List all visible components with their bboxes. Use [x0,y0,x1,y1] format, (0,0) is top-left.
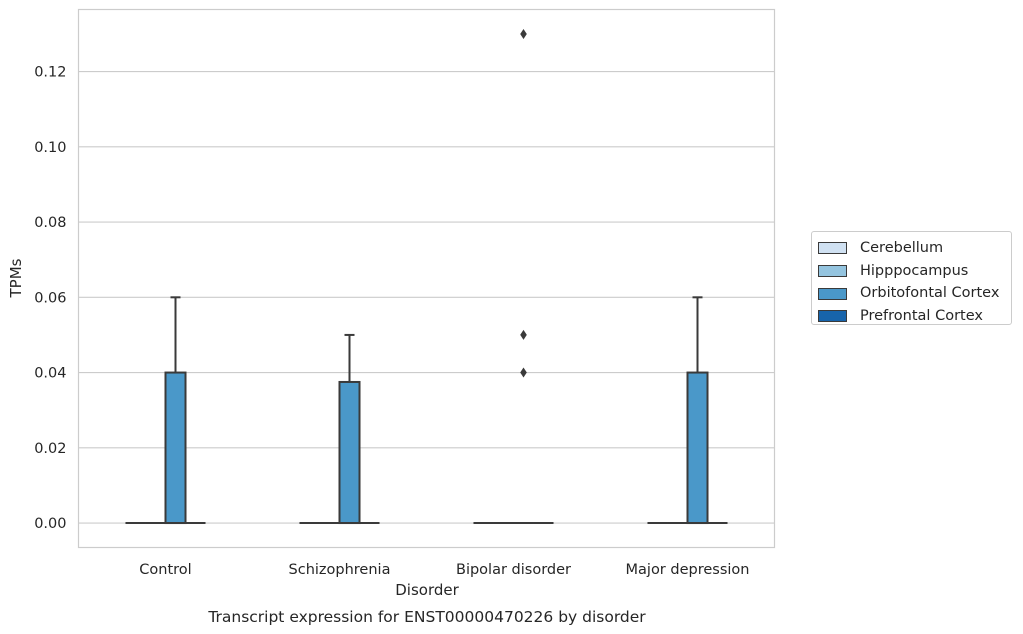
outlier-point [520,367,527,378]
legend-item-cerebellum: Cerebellum [818,237,1011,260]
legend-item-prefrontal-cortex: Prefrontal Cortex [818,305,1011,328]
x-axis-label: Disorder [395,581,459,599]
x-axis-ticks: Control Schizophrenia Bipolar disorder Majo… [139,562,749,578]
y-axis-ticks: 0.00 0.02 0.04 0.06 0.08 0.10 0.12 [34,65,66,532]
x-tick-label-major-depression: Major depression [626,562,750,578]
y-tick-label: 0.06 [34,290,66,306]
x-tick-label-schizophrenia: Schizophrenia [289,562,391,578]
outlier-point [520,329,527,340]
x-tick-label-control: Control [139,562,191,578]
gridlines [78,70,775,524]
legend-swatch-hippocampus [818,265,847,278]
legend-item-orbitofrontal-cortex: Orbitofontal Cortex [818,282,1011,305]
y-axis-label: TPMs [7,258,25,298]
legend-swatch-prefrontal-cortex [818,310,847,323]
y-tick-label: 0.12 [34,65,66,81]
chart-caption: Transcript expression for ENST0000047022… [207,608,646,626]
legend-label-hippocampus: Hipppocampus [860,262,969,279]
box-orbitofontal-cortex-schizophrenia [338,333,361,525]
legend-swatch-orbitofrontal-cortex [818,287,847,300]
box-body [686,371,709,525]
y-tick-label: 0.04 [34,366,66,382]
y-tick-label: 0.02 [34,441,66,457]
y-tick-label: 0.08 [34,215,66,231]
legend-label-cerebellum: Cerebellum [860,240,944,257]
legend-label-prefrontal-cortex: Prefrontal Cortex [860,308,983,325]
legend: Cerebellum Hipppocampus Orbitofontal Cor… [811,231,1012,325]
x-tick-label-bipolar-disorder: Bipolar disorder [456,562,571,578]
box-orbitofontal-cortex-bipolar-disorder [513,28,534,525]
box-orbitofontal-cortex-major-depression [686,296,709,525]
box-body [164,371,187,525]
y-tick-label: 0.00 [34,516,66,532]
legend-label-orbitofrontal-cortex: Orbitofontal Cortex [860,285,1000,302]
box-orbitofontal-cortex-control [164,296,187,525]
plot-area-frame [77,8,776,549]
legend-swatch-cerebellum [818,242,847,255]
y-tick-label: 0.10 [34,140,66,156]
box-body [338,380,361,525]
boxes [125,28,728,525]
outlier-point [520,28,527,39]
legend-item-hippocampus: Hipppocampus [818,260,1011,283]
